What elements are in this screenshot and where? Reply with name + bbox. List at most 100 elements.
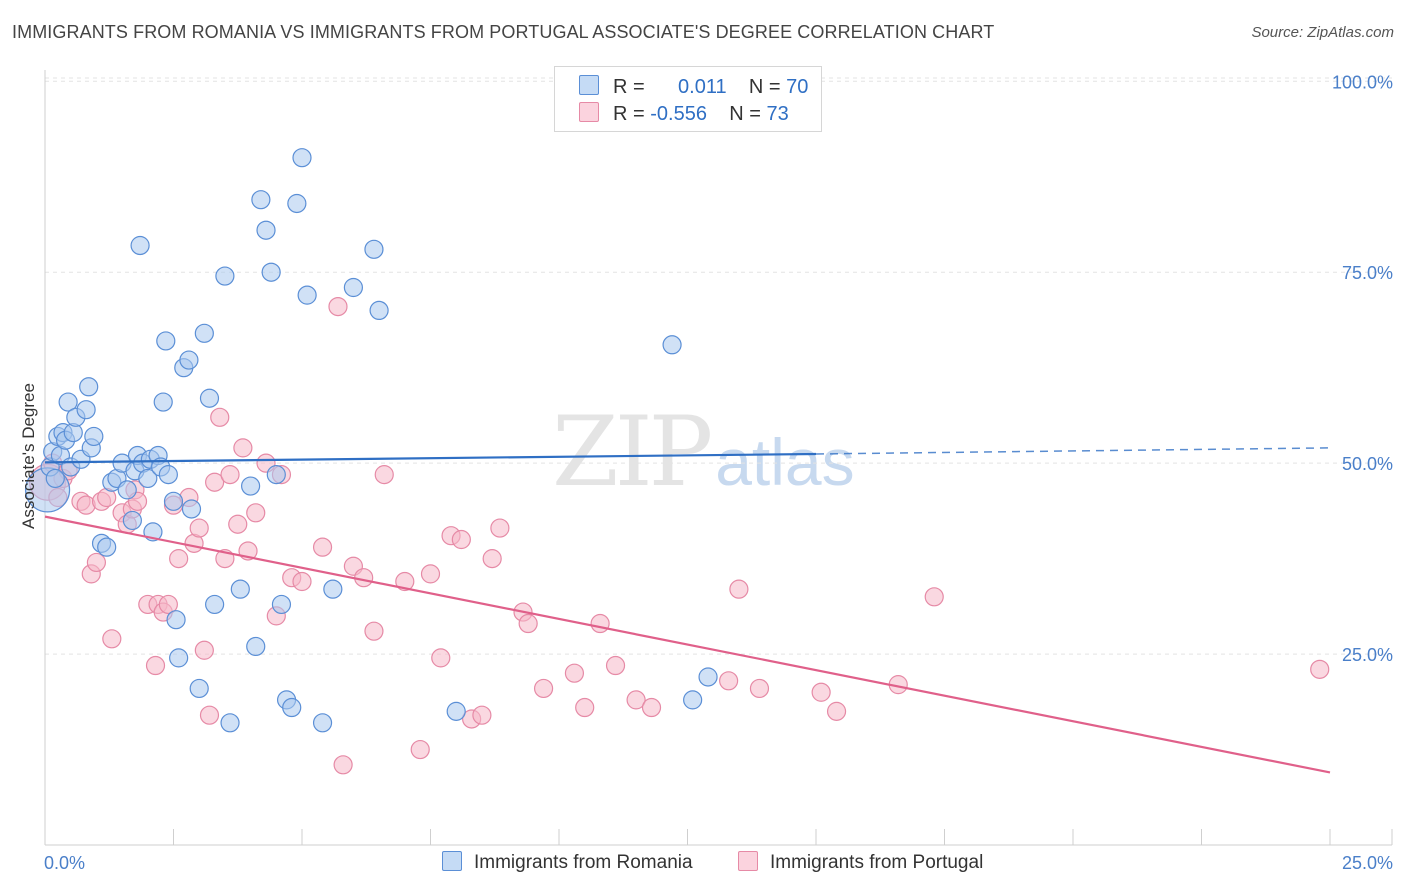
- portugal-point: [374, 465, 394, 485]
- portugal-legend-label: Immigrants from Portugal: [770, 852, 984, 873]
- portugal-point: [431, 648, 451, 668]
- romania-point: [246, 636, 266, 657]
- portugal-point: [451, 529, 471, 550]
- y-tick-label: 75.0%: [1342, 263, 1393, 283]
- n-value-portugal: 73: [766, 103, 789, 125]
- romania-point: [364, 239, 384, 259]
- r-label: R =: [613, 103, 645, 125]
- legend-row-portugal: R = -0.556 N = 73: [579, 102, 789, 128]
- portugal-point: [292, 571, 312, 592]
- portugal-point: [233, 438, 253, 458]
- romania-point: [158, 465, 178, 485]
- romania-point: [683, 690, 703, 710]
- portugal-point: [228, 514, 248, 534]
- portugal-point: [719, 671, 739, 691]
- chart-title: IMMIGRANTS FROM ROMANIA VS IMMIGRANTS FR…: [12, 22, 995, 42]
- portugal-point: [199, 705, 220, 725]
- portugal-point: [472, 705, 492, 725]
- romania-point: [446, 701, 466, 721]
- y-axis-label: Associate's Degree: [19, 383, 38, 529]
- romania-point: [241, 476, 261, 496]
- portugal-point: [102, 629, 122, 649]
- romania-trend-line: [44, 452, 817, 464]
- portugal-point: [364, 621, 384, 641]
- legend-item-romania: Immigrants from Romania: [442, 851, 693, 874]
- romania-point: [292, 148, 312, 168]
- romania-point: [256, 220, 276, 240]
- portugal-point: [194, 640, 214, 660]
- r-label: R =: [613, 76, 645, 98]
- romania-point: [45, 468, 65, 489]
- y-tick-label: 25.0%: [1342, 645, 1393, 665]
- romania-points: [24, 148, 718, 733]
- romania-point: [271, 594, 292, 615]
- x-tick-label: 0.0%: [44, 853, 85, 873]
- romania-point: [205, 594, 225, 615]
- portugal-point: [189, 518, 209, 538]
- r-value-portugal: -0.556: [650, 103, 707, 125]
- romania-trend-extension: [815, 447, 1331, 455]
- y-tick-label: 50.0%: [1342, 454, 1393, 474]
- axes: [44, 70, 1393, 846]
- romania-point: [261, 262, 281, 282]
- romania-point: [138, 468, 158, 489]
- portugal-point: [205, 472, 225, 492]
- romania-point: [117, 480, 137, 500]
- portugal-point: [533, 678, 554, 699]
- portugal-point: [518, 613, 538, 634]
- romania-point: [369, 300, 389, 321]
- portugal-point: [729, 579, 749, 599]
- portugal-point: [410, 739, 430, 760]
- romania-point: [156, 331, 176, 351]
- romania-point: [251, 190, 271, 210]
- trend-lines: [44, 447, 1331, 774]
- romania-point: [230, 579, 250, 599]
- portugal-point: [749, 678, 770, 699]
- n-label: N =: [729, 103, 761, 125]
- romania-point: [58, 392, 78, 412]
- portugal-points: [28, 296, 1330, 775]
- portugal-point: [605, 655, 626, 676]
- portugal-point: [826, 701, 847, 721]
- romania-point: [122, 510, 142, 531]
- romania-point: [215, 266, 235, 286]
- portugal-point: [641, 697, 662, 718]
- portugal-point: [811, 682, 831, 702]
- portugal-trend-line: [44, 515, 1331, 774]
- portugal-point: [490, 518, 510, 538]
- romania-point: [662, 335, 682, 355]
- romania-point: [282, 697, 302, 718]
- romania-point: [343, 277, 363, 298]
- watermark: ZIPatlas: [552, 396, 855, 508]
- romania-point: [199, 388, 220, 408]
- r-value-romania: 0.011: [678, 76, 727, 98]
- n-label: N =: [748, 76, 781, 98]
- portugal-point: [86, 552, 107, 573]
- portugal-point: [145, 655, 166, 676]
- romania-point: [323, 579, 343, 599]
- romania-point: [194, 323, 214, 343]
- portugal-point: [590, 613, 610, 634]
- romania-point: [130, 235, 150, 256]
- portugal-point: [395, 571, 415, 592]
- source-credit: Source: ZipAtlas.com: [1251, 24, 1394, 41]
- tick-labels: 25.0% 50.0% 75.0% 100.0% 0.0% 25.0%: [44, 72, 1393, 873]
- watermark-zip: ZIP: [552, 396, 713, 508]
- romania-point: [163, 491, 184, 511]
- portugal-point: [158, 594, 178, 615]
- romania-point: [97, 537, 117, 557]
- romania-swatch: [579, 75, 599, 95]
- legend-row-romania: R = 0.011 N = 70: [579, 75, 808, 101]
- portugal-point: [924, 587, 944, 607]
- romania-point: [169, 648, 189, 668]
- romania-point: [179, 350, 199, 370]
- romania-point: [220, 713, 240, 733]
- romania-point: [153, 392, 173, 412]
- y-tick-label: 100.0%: [1332, 72, 1393, 92]
- portugal-point: [312, 537, 333, 557]
- portugal-legend-swatch: [738, 851, 758, 871]
- romania-point: [189, 678, 209, 699]
- portugal-point: [420, 564, 441, 584]
- legend-item-portugal: Immigrants from Portugal: [738, 851, 983, 874]
